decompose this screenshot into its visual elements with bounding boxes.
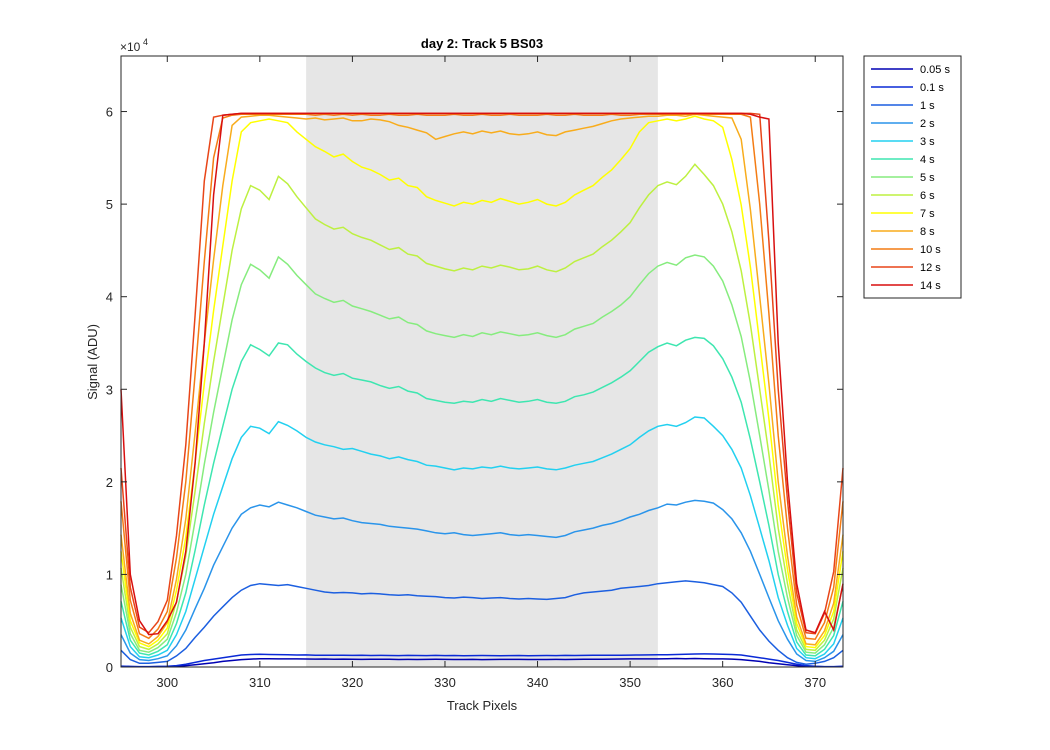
series-lines <box>120 112 844 668</box>
legend-label: 14 s <box>920 280 941 292</box>
series-line-2 <box>120 580 844 665</box>
series-line-5 <box>120 336 844 657</box>
y-axis: 0 1 2 3 4 5 6 <box>106 105 843 675</box>
y-exponent-power: 4 <box>143 37 148 47</box>
y-axis-label: Signal (ADU) <box>85 324 100 400</box>
y-tick-label: 1 <box>106 567 113 582</box>
series-line-8 <box>120 115 844 649</box>
legend-label: 12 s <box>920 262 941 274</box>
shaded-region <box>306 56 658 667</box>
x-tick-label: 360 <box>712 675 734 690</box>
legend-label: 10 s <box>920 244 941 256</box>
y-tick-label: 3 <box>106 382 113 397</box>
legend-label: 7 s <box>920 208 935 220</box>
legend-label: 2 s <box>920 118 935 130</box>
legend-label: 0.1 s <box>920 82 944 94</box>
legend-label: 6 s <box>920 190 935 202</box>
y-tick-label: 6 <box>106 105 113 120</box>
x-tick-label: 350 <box>619 675 641 690</box>
chart-title: day 2: Track 5 BS03 <box>421 36 543 51</box>
x-tick-label: 320 <box>342 675 364 690</box>
x-axis-label: Track Pixels <box>447 698 518 713</box>
y-tick-label: 4 <box>106 290 113 305</box>
series-line-9 <box>120 113 844 646</box>
y-tick-label: 0 <box>106 660 113 675</box>
legend-label: 3 s <box>920 136 935 148</box>
series-line-1 <box>120 653 844 668</box>
plot-frame <box>120 55 844 668</box>
x-tick-label: 330 <box>434 675 456 690</box>
legend-label: 0.05 s <box>920 64 950 76</box>
series-line-6 <box>120 254 844 654</box>
series-line-12 <box>120 112 844 636</box>
series-line-7 <box>120 163 844 652</box>
legend-label: 5 s <box>920 172 935 184</box>
series-line-3 <box>120 499 844 663</box>
series-line-4 <box>120 416 844 660</box>
y-tick-label: 2 <box>106 475 113 490</box>
y-tick-label: 5 <box>106 197 113 212</box>
x-tick-label: 300 <box>156 675 178 690</box>
legend-label: 8 s <box>920 226 935 238</box>
legend: 0.05 s 0.1 s 1 s 2 s 3 s 4 s 5 s 6 s 7 s 8 s 10 s 1… <box>863 55 962 299</box>
y-exponent-base: ×10 <box>120 40 141 54</box>
x-tick-label: 370 <box>804 675 826 690</box>
x-axis: 300 310 320 330 340 350 360 370 <box>156 56 826 690</box>
y-exponent-label: ×10 4 <box>120 37 148 54</box>
legend-label: 4 s <box>920 154 935 166</box>
series-line-10 <box>120 113 844 640</box>
x-tick-label: 310 <box>249 675 271 690</box>
x-tick-label: 340 <box>527 675 549 690</box>
legend-label: 1 s <box>920 100 935 112</box>
series-line-0 <box>120 657 844 668</box>
